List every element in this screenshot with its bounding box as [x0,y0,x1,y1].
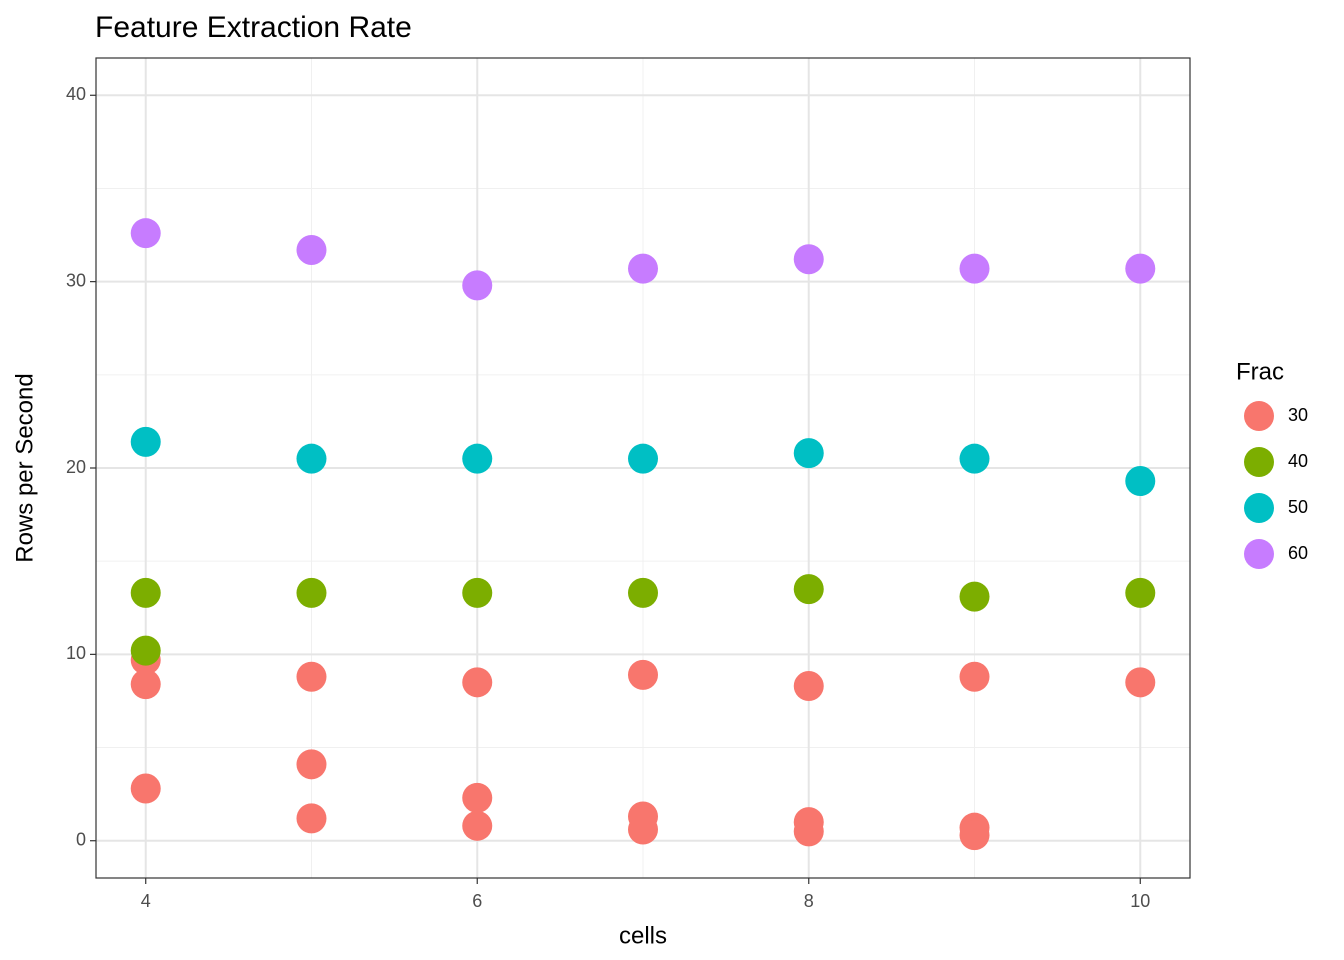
point [130,218,161,249]
legend-label: 30 [1288,405,1308,425]
point [462,443,493,474]
legend-key [1244,447,1274,477]
x-tick-label: 4 [141,891,151,911]
x-axis-title: cells [619,922,667,949]
point [628,443,658,474]
point [959,581,990,612]
point [959,443,990,474]
x-tick-label: 6 [472,891,482,911]
point [130,773,161,804]
point [296,443,327,474]
point [793,574,824,605]
point [296,803,327,834]
point [462,782,493,813]
point [628,253,658,284]
legend-title: Frac [1236,358,1284,385]
x-tick-label: 8 [804,891,814,911]
point [296,577,327,608]
legend-label: 40 [1288,451,1308,471]
point [130,669,161,700]
point [296,234,327,265]
y-axis-title: Rows per Second [11,373,38,562]
y-tick-label: 30 [66,270,86,290]
point [462,810,493,841]
point [462,270,493,301]
point [959,253,990,284]
point [1125,577,1156,608]
legend-key [1244,493,1274,523]
point [1125,253,1156,284]
y-tick-label: 10 [66,643,86,663]
point [793,816,824,847]
point [1125,667,1156,698]
point [959,661,990,692]
point [628,814,658,845]
legend-label: 60 [1288,543,1308,563]
point [793,244,824,275]
point [793,438,824,469]
point [959,820,990,851]
legend-key [1244,401,1274,431]
point [793,671,824,702]
point [628,577,658,608]
legend-key [1244,539,1274,569]
point [462,667,493,698]
point [130,426,161,457]
y-tick-label: 0 [76,829,86,849]
point [296,749,327,780]
point [130,635,161,666]
legend-label: 50 [1288,497,1308,517]
point [628,659,658,690]
plot-border [95,57,1191,879]
point [130,577,161,608]
point [462,577,493,608]
y-tick-label: 40 [66,84,86,104]
point [296,661,327,692]
y-tick-label: 20 [66,457,86,477]
x-tick-label: 10 [1130,891,1150,911]
chart-title: Feature Extraction Rate [95,11,412,44]
point [1125,466,1156,497]
